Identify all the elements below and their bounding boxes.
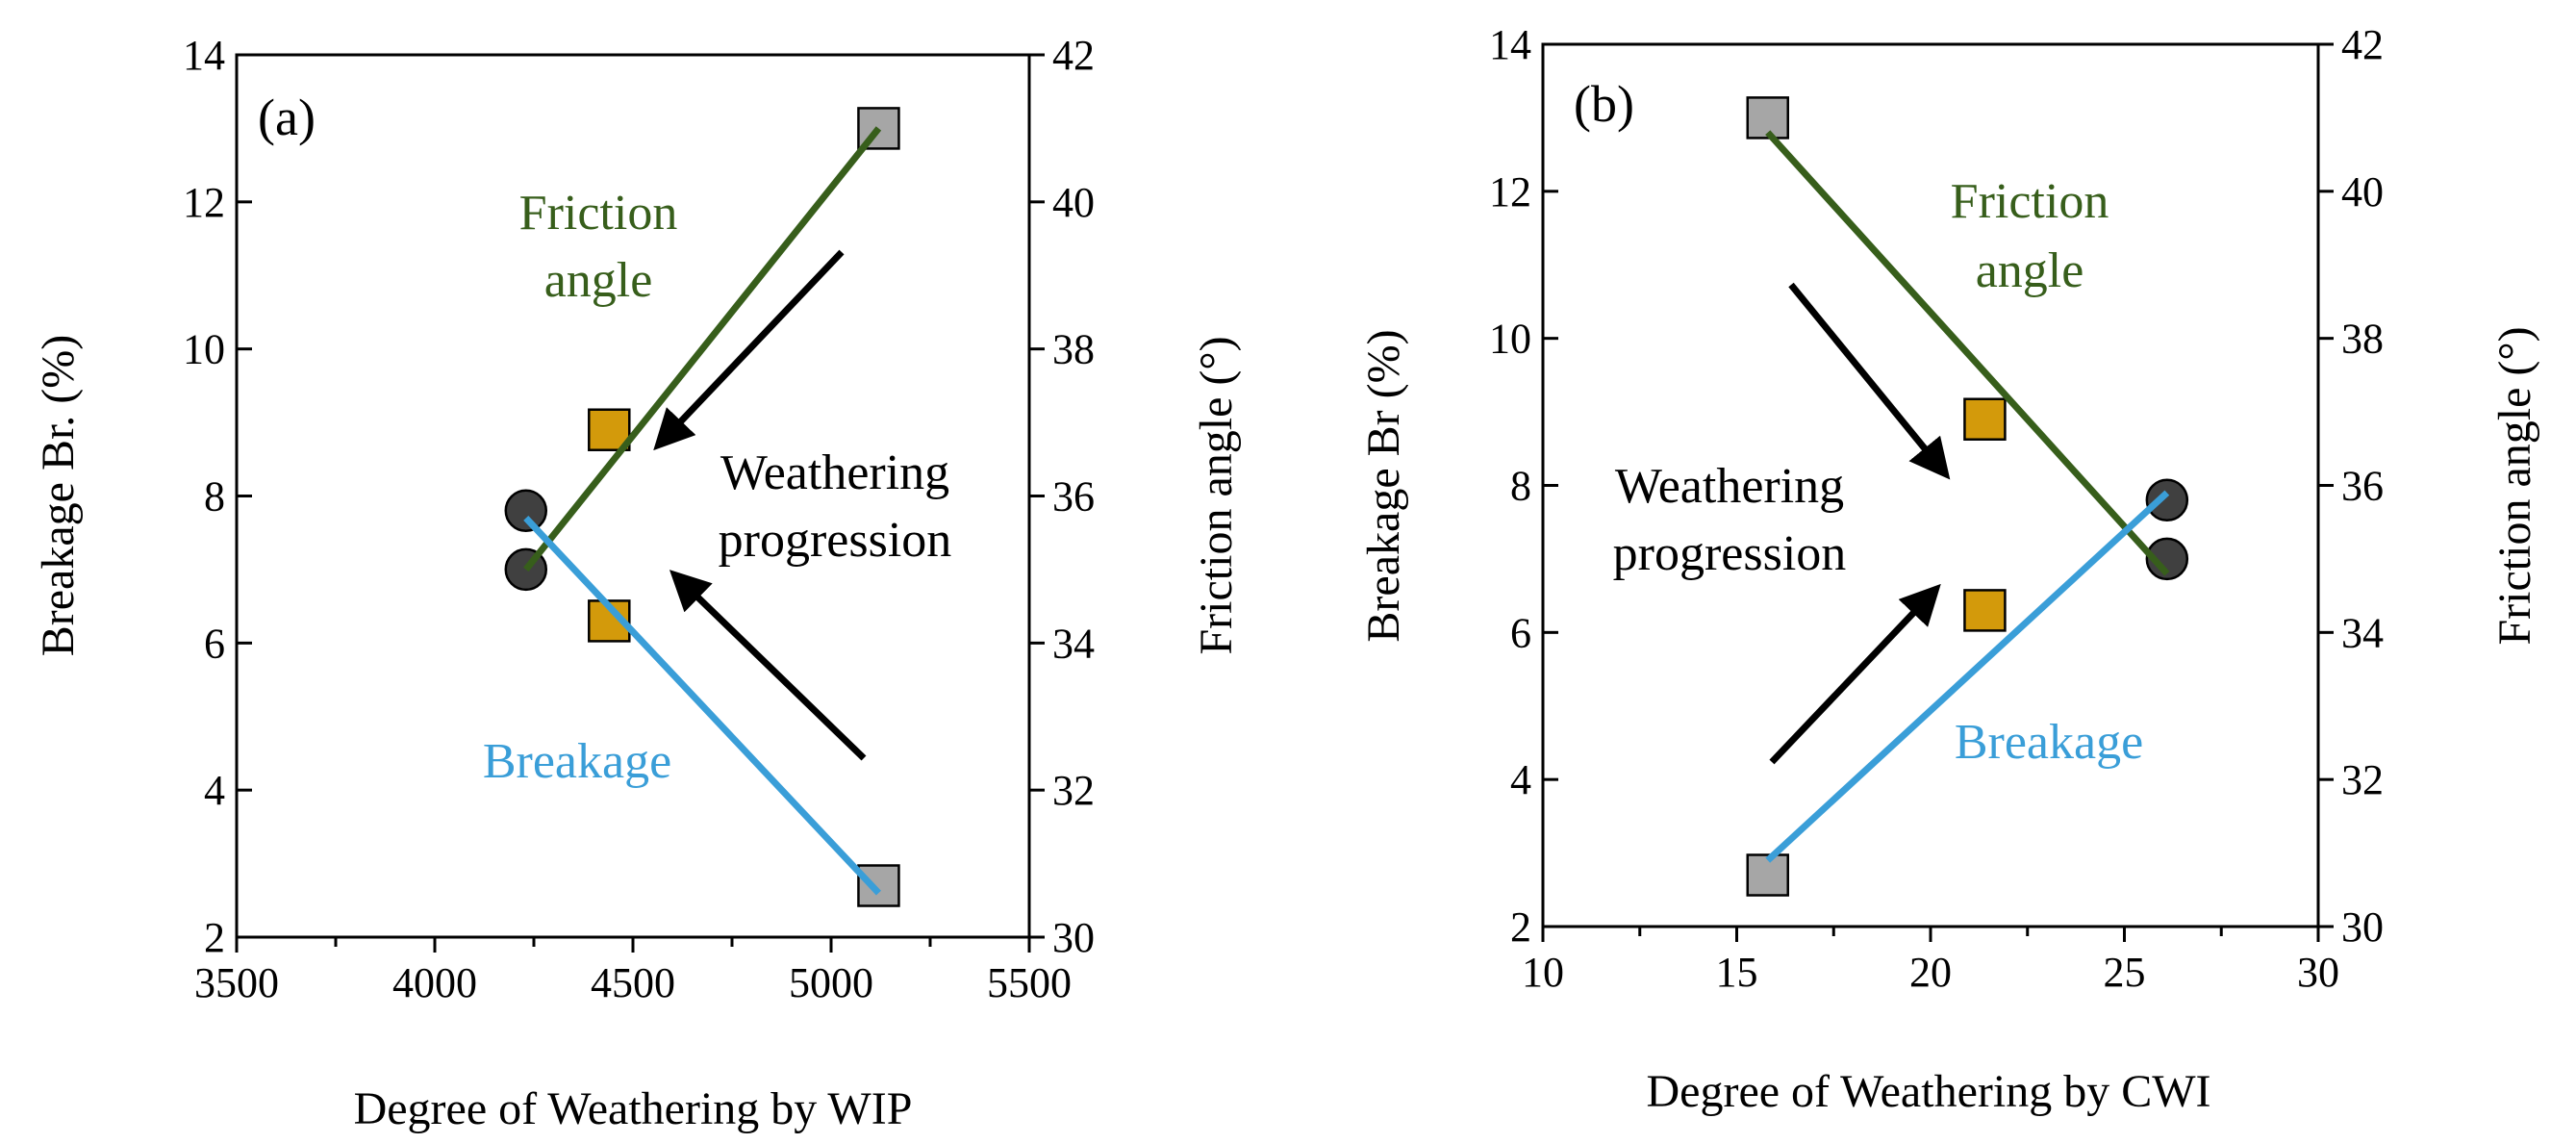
y-left-tick-label: 14 [183,32,225,79]
y-right-tick-label: 36 [2341,463,2384,510]
weathering-label-line2: progression [1613,526,1847,581]
y-right-tick-labels: 30 32 34 36 38 40 42 [2341,21,2384,951]
breakage-line [523,516,881,896]
y-left-tick-label: 10 [1489,316,1531,363]
y-left-axis-title: Breakage Br (%) [1358,329,1409,642]
y-right-tick-label: 38 [2341,316,2384,363]
data-point-circle [504,489,548,533]
x-tick-label: 10 [1522,949,1564,996]
y-right-tick-label: 42 [1052,32,1095,79]
y-right-tick-label: 34 [2341,609,2384,656]
y-right-axis-title: Friction angle (°) [2489,326,2540,645]
weathering-arrow-lower [669,570,867,761]
y-right-tick-label: 30 [1052,914,1095,961]
chart-panel-a: 3500 4000 4500 5000 5500 2 4 6 8 10 12 14 30 32 34 36… [33,32,1242,1134]
panel-label: (b) [1574,75,1634,133]
y-left-tick-labels: 2 4 6 8 10 12 14 [183,32,225,961]
data-point-square [1746,853,1789,897]
y-left-tick-label: 6 [204,620,225,667]
friction-angle-label-line1: Friction [1951,174,2109,229]
x-tick-label: 30 [2297,949,2339,996]
breakage-label: Breakage [1955,715,2143,770]
y-right-tick-label: 40 [2341,168,2384,216]
y-right-tick-label: 36 [1052,473,1095,521]
data-point-square [1963,397,2007,441]
friction-angle-label-line2: angle [544,253,653,308]
friction-angle-label-line1: Friction [519,186,678,241]
x-tick-label: 5500 [987,959,1072,1006]
y-right-tick-label: 32 [1052,767,1095,814]
x-tick-label: 5000 [789,959,873,1006]
data-point-circle [2145,537,2189,581]
y-left-tick-label: 12 [183,179,225,226]
data-points [504,107,900,907]
friction-angle-line [1765,130,2170,576]
data-point-square [857,864,900,907]
y-right-tick-label: 34 [1052,620,1095,667]
x-axis-title: Degree of Weathering by CWI [1646,1066,2210,1117]
y-left-tick-label: 6 [1510,609,1531,656]
tick-marks [235,53,1045,953]
y-left-tick-label: 14 [1489,21,1531,68]
y-right-axis-title: Friction angle (°) [1191,336,1242,654]
x-axis-title: Degree of Weathering by WIP [354,1083,913,1134]
x-tick-label: 20 [1909,949,1952,996]
y-right-tick-label: 42 [2341,21,2384,68]
data-point-circle [2145,478,2189,522]
x-tick-label: 4500 [591,959,675,1006]
y-left-tick-labels: 2 4 6 8 10 12 14 [1489,21,1531,951]
chart-panel-b: 10 15 20 25 30 2 4 6 8 10 12 14 30 32 34 36 38 40 42 (b)… [1358,21,2540,1117]
weathering-label-line1: Weathering [1615,459,1844,514]
y-left-tick-label: 4 [204,767,225,814]
weathering-arrow-upper [653,249,845,451]
friction-angle-label-line2: angle [1976,243,2084,298]
weathering-arrow-lower [1769,583,1941,765]
x-tick-label: 15 [1716,949,1758,996]
y-right-tick-labels: 30 32 34 36 38 40 42 [1052,32,1095,961]
breakage-line [1765,490,2170,863]
y-right-tick-label: 38 [1052,326,1095,373]
weathering-arrow-upper [1788,282,1951,480]
data-point-square [1963,589,2007,632]
y-left-tick-label: 10 [183,326,225,373]
plot-area-frame [235,53,1031,939]
y-left-tick-label: 8 [204,473,225,521]
y-left-tick-label: 8 [1510,463,1531,510]
y-right-tick-label: 40 [1052,179,1095,226]
breakage-label: Breakage [483,734,671,789]
x-tick-labels: 10 15 20 25 30 [1522,949,2339,996]
friction-angle-line [523,126,882,572]
weathering-label-line1: Weathering [720,445,949,500]
data-points [1746,96,2189,897]
weathering-label-line2: progression [719,513,952,568]
data-point-square [1746,96,1789,140]
panel-label: (a) [258,89,316,146]
y-left-axis-title: Breakage Br. (%) [33,335,84,657]
plot-area-frame [1541,42,2320,928]
y-right-tick-label: 30 [2341,903,2384,951]
x-tick-labels: 3500 4000 4500 5000 5500 [194,959,1072,1006]
x-tick-label: 25 [2104,949,2146,996]
y-left-tick-label: 12 [1489,168,1531,216]
x-tick-label: 3500 [194,959,279,1006]
y-left-tick-label: 4 [1510,756,1531,803]
x-tick-label: 4000 [392,959,477,1006]
y-right-tick-label: 32 [2341,756,2384,803]
y-left-tick-label: 2 [204,914,225,961]
y-left-tick-label: 2 [1510,903,1531,951]
